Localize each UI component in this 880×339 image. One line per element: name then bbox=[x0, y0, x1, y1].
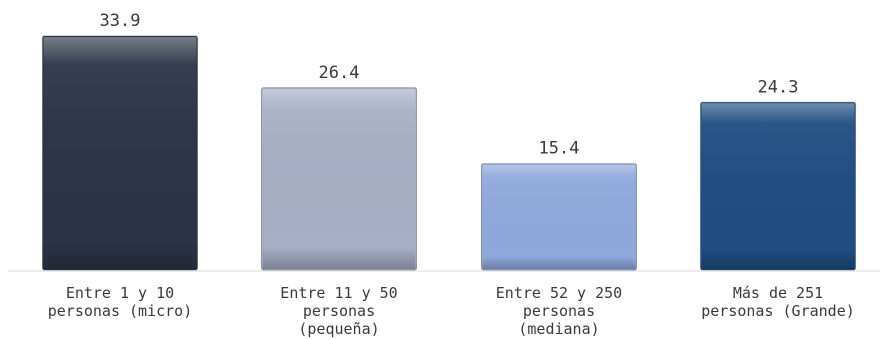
data-label-1: 33.9 bbox=[100, 11, 141, 31]
data-label-3: 15.4 bbox=[539, 139, 580, 159]
data-label-2: 26.4 bbox=[319, 63, 360, 83]
category-label-line: Más de 251 bbox=[733, 284, 823, 302]
category-label-3: Entre 52 y 250 personas (mediana) bbox=[496, 284, 622, 338]
bar-bevel-1 bbox=[43, 37, 197, 269]
category-label-line: personas bbox=[523, 302, 595, 320]
bar-bevel-4 bbox=[701, 103, 855, 269]
category-label-1: Entre 1 y 10 personas (micro) bbox=[48, 284, 193, 320]
category-label-line: (mediana) bbox=[518, 320, 599, 338]
category-label-line: (pequeña) bbox=[298, 320, 379, 338]
bar-bevel-3 bbox=[482, 164, 636, 269]
bar-bevel-2 bbox=[262, 88, 416, 269]
data-label-4: 24.3 bbox=[758, 77, 799, 97]
category-label-4: Más de 251 personas (Grande) bbox=[701, 284, 855, 320]
category-label-line: personas bbox=[303, 302, 375, 320]
category-label-line: Entre 52 y 250 bbox=[496, 284, 622, 302]
category-label-line: personas (micro) bbox=[48, 302, 193, 320]
bars-group bbox=[42, 35, 856, 271]
category-label-line: personas (Grande) bbox=[701, 302, 855, 320]
category-label-line: Entre 11 y 50 bbox=[280, 284, 397, 302]
labels-group: 33.9 Entre 1 y 10 personas (micro) 26.4 Entr… bbox=[48, 11, 855, 338]
category-label-line: Entre 1 y 10 bbox=[66, 284, 174, 302]
category-label-2: Entre 11 y 50 personas (pequeña) bbox=[280, 284, 397, 338]
